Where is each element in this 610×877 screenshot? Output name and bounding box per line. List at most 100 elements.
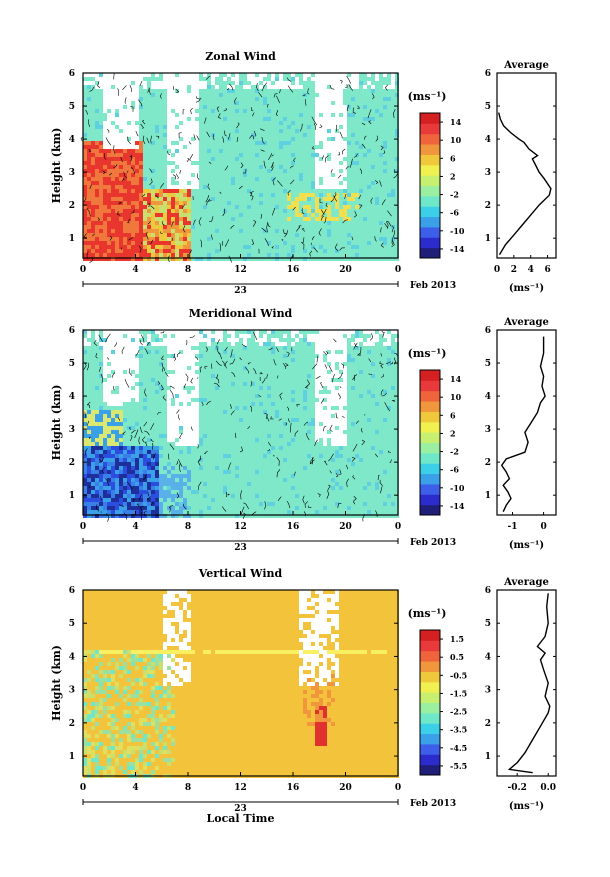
heatmap-cell xyxy=(167,249,171,253)
heatmap-cell xyxy=(219,458,223,462)
heatmap-cell xyxy=(347,109,351,113)
heatmap-cell xyxy=(375,193,379,197)
heatmap-cell xyxy=(235,506,239,510)
heatmap-cell xyxy=(199,209,203,213)
heatmap-cell xyxy=(99,153,103,157)
heatmap-cell xyxy=(287,93,291,97)
heatmap-cell xyxy=(123,189,127,193)
heatmap-cell xyxy=(283,217,287,221)
heatmap-cell xyxy=(171,466,175,470)
profile-y-tick-label: 4 xyxy=(485,135,491,145)
heatmap-cell xyxy=(283,101,287,105)
heatmap-cell xyxy=(203,189,207,193)
heatmap-cell xyxy=(99,209,103,213)
heatmap-cell xyxy=(95,430,99,434)
heatmap-cell xyxy=(227,398,231,402)
heatmap-cell xyxy=(203,346,207,350)
heatmap-cell xyxy=(371,113,375,117)
heatmap-cell xyxy=(219,141,223,145)
heatmap-cell xyxy=(143,406,147,410)
heatmap-cell xyxy=(375,197,379,201)
heatmap-cell xyxy=(123,105,127,109)
heatmap-cell xyxy=(139,486,143,490)
heatmap-cell xyxy=(99,237,103,241)
heatmap-cell xyxy=(95,177,99,181)
heatmap-cell xyxy=(119,209,123,213)
heatmap-cell xyxy=(87,117,91,121)
colorbar-tick-label: -10 xyxy=(450,226,465,236)
heatmap-cell xyxy=(211,382,215,386)
heatmap-cell xyxy=(279,209,283,213)
heatmap-cell xyxy=(155,482,159,486)
heatmap-cell xyxy=(275,233,279,237)
heatmap-cell xyxy=(159,422,163,426)
heatmap-cell xyxy=(199,478,203,482)
heatmap-cell xyxy=(139,141,143,145)
heatmap-cell xyxy=(375,145,379,149)
heatmap-cell xyxy=(271,237,275,241)
heatmap-cell xyxy=(255,249,259,253)
heatmap-cell xyxy=(283,189,287,193)
heatmap-cell xyxy=(363,225,367,229)
heatmap-cell xyxy=(95,366,99,370)
heatmap-cell xyxy=(319,221,323,225)
heatmap-cell xyxy=(107,498,111,502)
heatmap-cell xyxy=(295,221,299,225)
heatmap-cell xyxy=(263,93,267,97)
heatmap-cell xyxy=(159,241,163,245)
heatmap-cell xyxy=(211,510,215,514)
heatmap-cell xyxy=(235,362,239,366)
heatmap-cell xyxy=(247,109,251,113)
heatmap-cell xyxy=(159,394,163,398)
heatmap-cell xyxy=(195,249,199,253)
heatmap-cell xyxy=(307,225,311,229)
heatmap-cell xyxy=(223,149,227,153)
heatmap-cell xyxy=(211,117,215,121)
heatmap-cell xyxy=(251,233,255,237)
heatmap-cell xyxy=(359,241,363,245)
heatmap-cell xyxy=(235,510,239,514)
heatmap-cell xyxy=(139,161,143,165)
heatmap-cell xyxy=(163,414,167,418)
heatmap-cell xyxy=(299,81,303,85)
heatmap-cell xyxy=(143,189,147,193)
heatmap-cell xyxy=(163,390,167,394)
heatmap-cell xyxy=(231,450,235,454)
heatmap-cell xyxy=(367,93,371,97)
heatmap-cell xyxy=(163,181,167,185)
heatmap-cell xyxy=(375,85,379,89)
heatmap-cell xyxy=(375,141,379,145)
heatmap-cell xyxy=(227,181,231,185)
heatmap-cell xyxy=(163,113,167,117)
heatmap-cell xyxy=(243,362,247,366)
heatmap-cell xyxy=(219,438,223,442)
heatmap-cell xyxy=(231,157,235,161)
heatmap-cell xyxy=(147,374,151,378)
heatmap-cell xyxy=(195,209,199,213)
heatmap-cell xyxy=(347,169,351,173)
heatmap-cell xyxy=(371,117,375,121)
heatmap-cell xyxy=(211,474,215,478)
heatmap-cell xyxy=(359,113,363,117)
heatmap-cell xyxy=(227,378,231,382)
heatmap-cell xyxy=(235,173,239,177)
heatmap-cell xyxy=(127,213,131,217)
heatmap-cell xyxy=(171,490,175,494)
heatmap-cell xyxy=(147,406,151,410)
heatmap-cell xyxy=(383,161,387,165)
heatmap-cell xyxy=(227,237,231,241)
heatmap-cell xyxy=(343,241,347,245)
heatmap-cell xyxy=(163,498,167,502)
heatmap-cell xyxy=(247,233,251,237)
heatmap-cell xyxy=(211,442,215,446)
heatmap-cell xyxy=(91,197,95,201)
heatmap-cell xyxy=(231,386,235,390)
heatmap-cell xyxy=(163,506,167,510)
heatmap-cell xyxy=(151,153,155,157)
heatmap-cell xyxy=(291,117,295,121)
heatmap-cell xyxy=(123,245,127,249)
heatmap-cell xyxy=(271,137,275,141)
heatmap-cell xyxy=(167,466,171,470)
heatmap-cell xyxy=(367,185,371,189)
heatmap-cell xyxy=(139,478,143,482)
